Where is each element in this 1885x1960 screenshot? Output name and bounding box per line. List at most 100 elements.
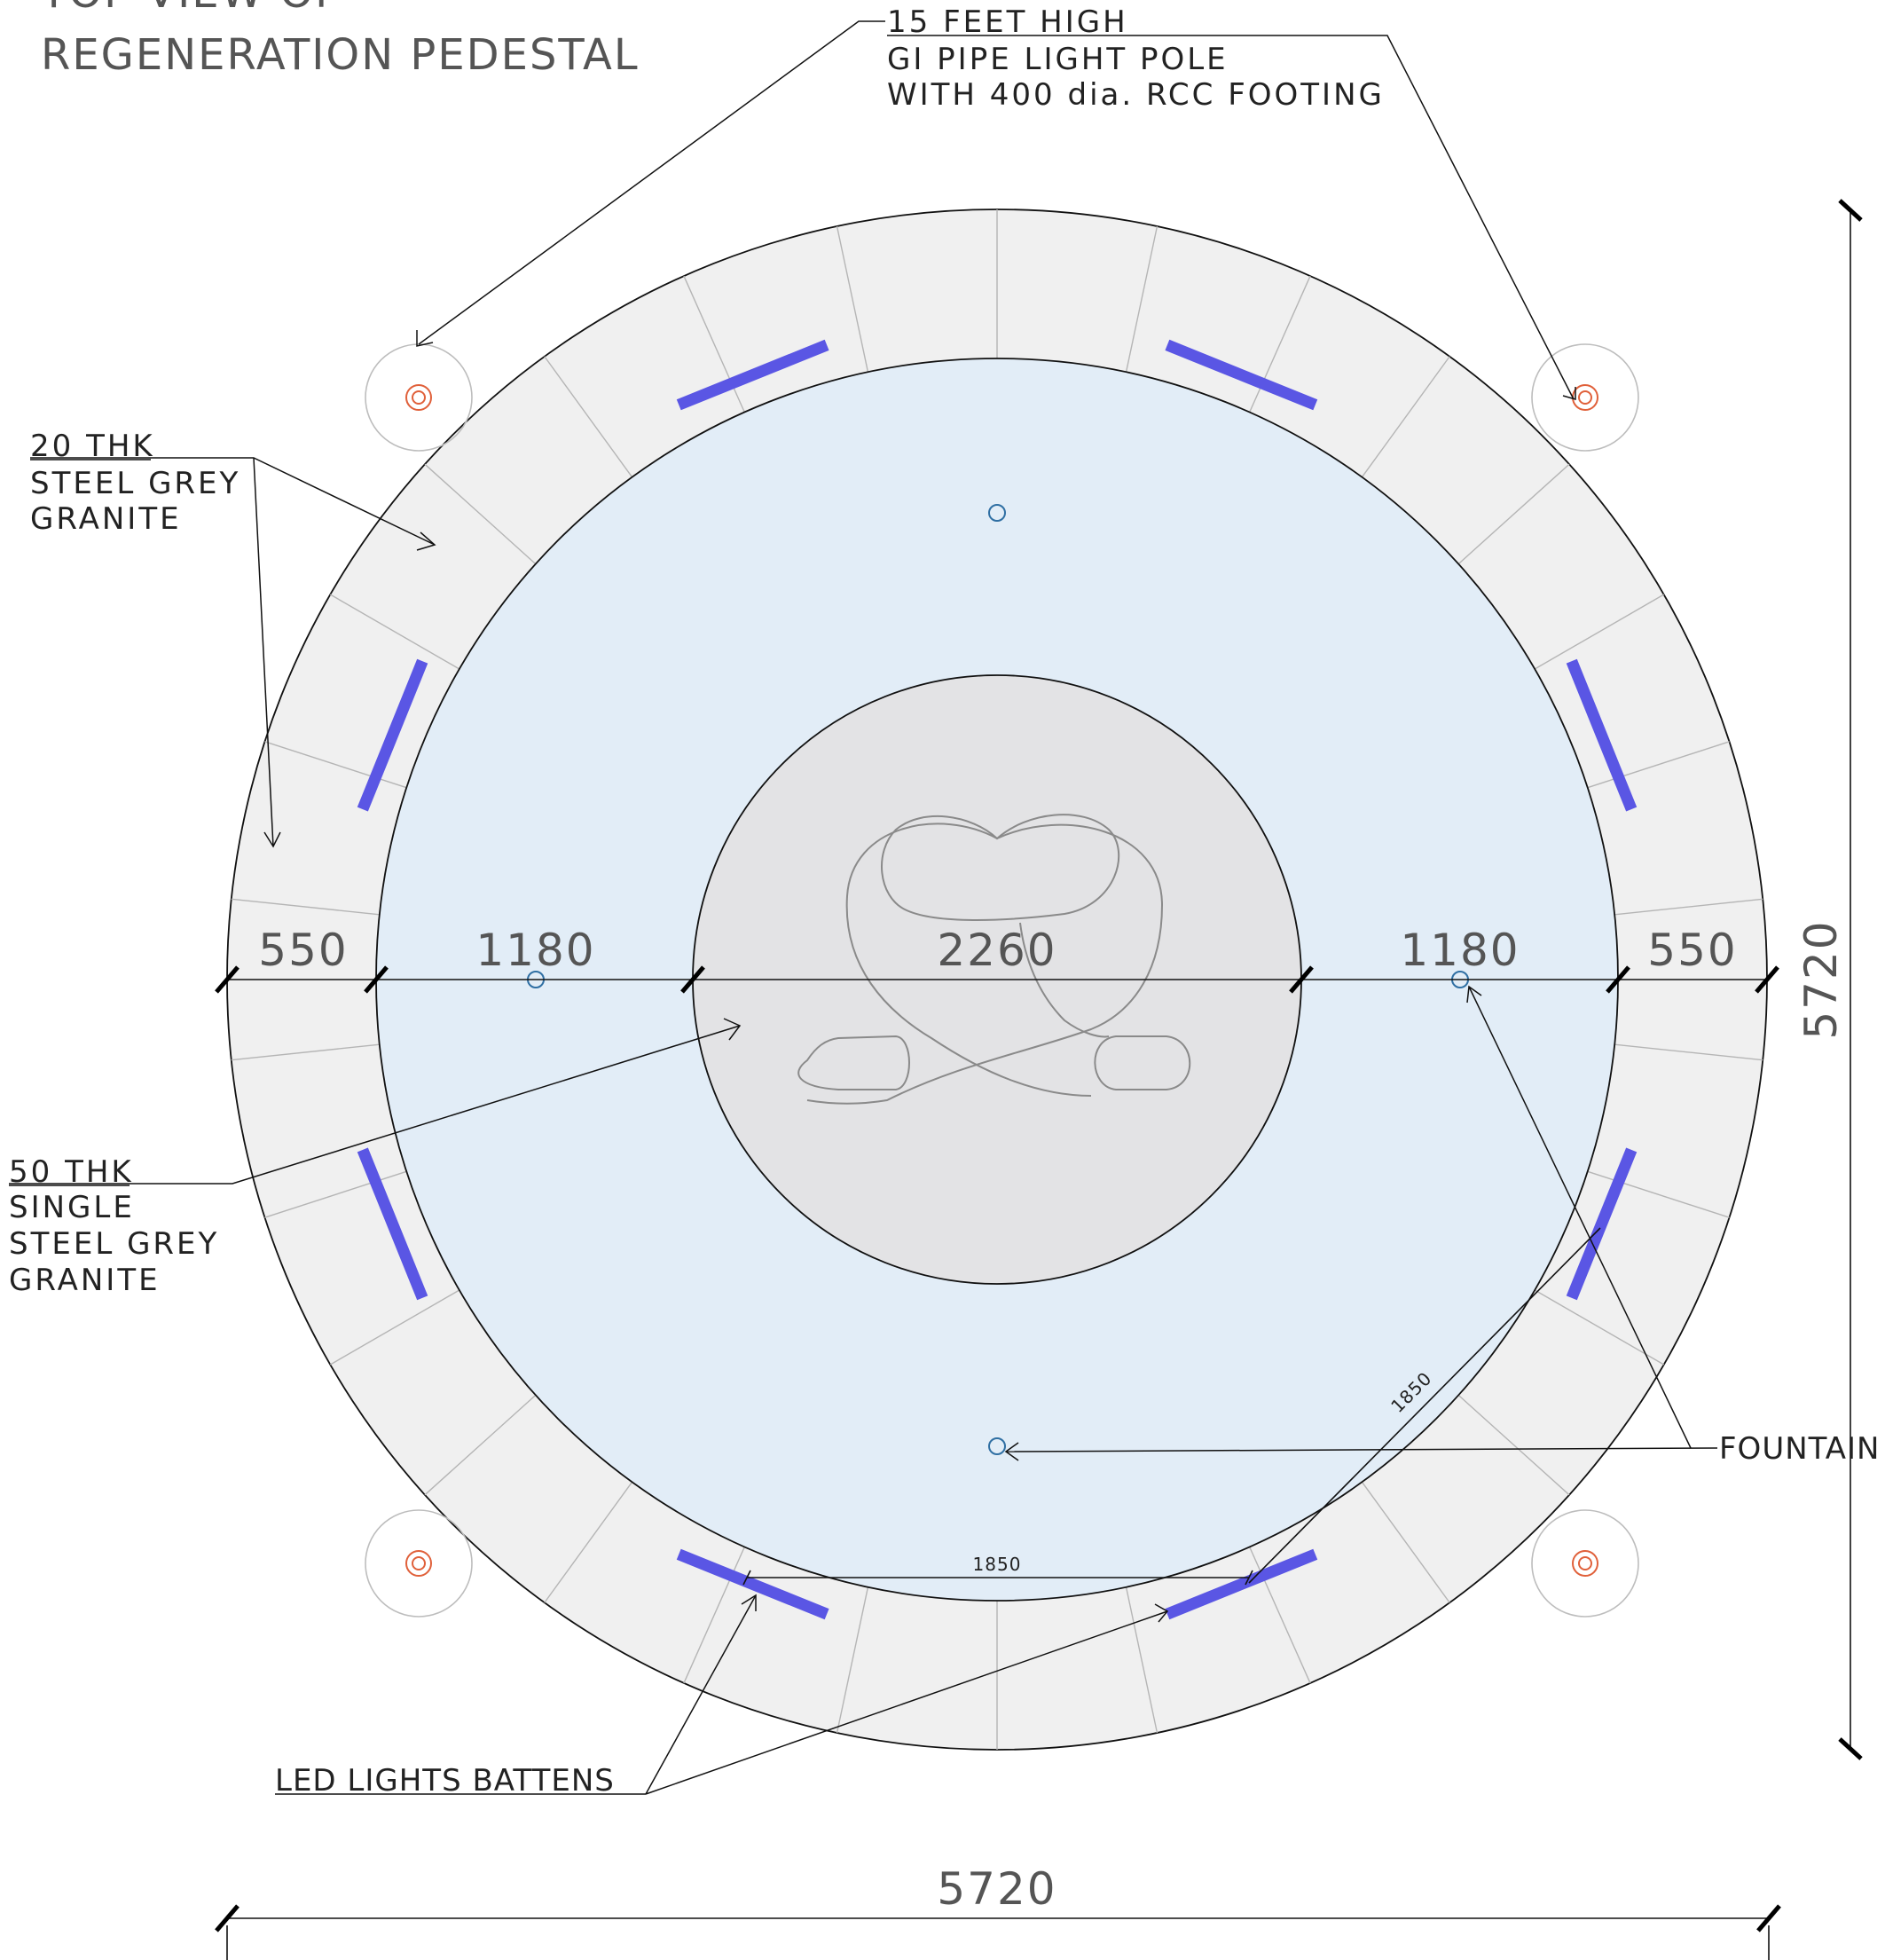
granite-50-text-3: STEEL GREY <box>9 1226 219 1262</box>
light-pole-leader-left <box>418 20 885 345</box>
dim-tick <box>215 965 240 994</box>
led-leader-right <box>645 1610 1168 1795</box>
light-pole-footing <box>365 343 473 452</box>
granite-joint <box>1457 463 1570 565</box>
granite-50-text-4: GRANITE <box>9 1263 161 1298</box>
granite-20-arrow-top <box>416 531 436 551</box>
granite-joint <box>683 1547 745 1684</box>
granite-joint <box>264 1170 407 1218</box>
granite-joint <box>231 898 380 916</box>
granite-joint <box>1614 898 1763 916</box>
sculpture-outline <box>797 814 1191 1105</box>
light-pole-core <box>1578 1556 1592 1570</box>
drawing-title: TOP VIEW OF REGENERATION PEDESTAL <box>40 0 640 80</box>
granite-50-text-2: SINGLE <box>9 1190 135 1225</box>
granite-joints <box>231 209 1763 1750</box>
led-battens <box>357 339 1638 1620</box>
granite-joint <box>1361 356 1450 478</box>
led-arrow-left <box>741 1594 757 1611</box>
granite-joint <box>231 1043 380 1061</box>
light-pole <box>365 343 473 452</box>
fountain-leader-bottom <box>1005 1447 1718 1452</box>
led-batten <box>676 339 829 411</box>
granite-joint <box>544 1481 633 1603</box>
granite-joint <box>544 356 633 478</box>
granite-joint <box>1587 741 1730 789</box>
batten-spacing-label-horizontal: 1850 <box>973 1554 1022 1575</box>
dim-label-segment-5: 550 <box>1647 925 1737 976</box>
granite-joint <box>424 463 537 565</box>
granite-joint <box>329 594 460 670</box>
dim-label-segment-3: 2260 <box>937 925 1056 976</box>
callout-led-battens: LED LIGHTS BATTENS <box>275 1763 615 1799</box>
granite-joint <box>836 225 869 373</box>
sculpture-foot-right <box>1094 1035 1191 1090</box>
granite-20-arrow-down <box>263 831 281 848</box>
title-line-1: TOP VIEW OF <box>40 0 342 18</box>
leaders <box>9 20 1718 1795</box>
overall-width-dimension: 5720 <box>215 1863 1781 1960</box>
granite-joint <box>264 741 407 789</box>
granite-50-leader <box>9 1025 741 1185</box>
granite-20-leader-down <box>253 457 274 847</box>
dim-tick <box>1755 965 1779 994</box>
light-pole-text-1: 15 FEET HIGH <box>887 4 1128 40</box>
fountain-arrow-bottom <box>1004 1442 1019 1461</box>
led-batten <box>357 658 428 812</box>
granite-joint <box>1249 1547 1311 1684</box>
led-arrow-right <box>1154 1603 1169 1623</box>
dim-tick <box>1289 965 1314 994</box>
dim-label-segment-2: 1180 <box>475 925 595 976</box>
led-batten <box>1165 339 1318 411</box>
led-batten <box>1566 658 1638 812</box>
granite-joint <box>1587 1170 1730 1218</box>
granite-joint <box>1249 275 1311 413</box>
fountain-nozzle-bottom <box>988 1437 1006 1455</box>
light-pole-arrow-right <box>1562 387 1576 400</box>
sculpture-foot-left <box>797 1035 910 1090</box>
light-pole-footing <box>1531 343 1639 452</box>
dimension-chain: 550 1180 2260 1180 550 <box>215 925 1779 994</box>
batten-spacing-tick <box>742 1570 751 1586</box>
callout-granite-50: 50 THK SINGLE STEEL GREY GRANITE <box>9 1154 219 1298</box>
callout-light-pole: 15 FEET HIGH GI PIPE LIGHT POLE WITH 400… <box>887 4 1382 113</box>
overall-height-label: 5720 <box>1795 919 1847 1039</box>
dim-tick <box>364 965 389 994</box>
dim-label-segment-4: 1180 <box>1400 925 1520 976</box>
granite-20-text-3: GRANITE <box>30 501 182 537</box>
callout-granite-20: 20 THK STEEL GREY GRANITE <box>30 429 240 537</box>
granite-joint <box>1125 225 1158 373</box>
fountain-arrow-right <box>1466 985 1482 1004</box>
light-pole-leader-right <box>1109 35 1575 400</box>
sculpture-body-right <box>806 823 1164 1105</box>
dim-label-segment-1: 550 <box>258 925 348 976</box>
light-pole-core <box>412 390 426 405</box>
led-batten <box>1566 1147 1638 1301</box>
batten-spacing-line-diagonal <box>1248 1227 1601 1584</box>
granite-50-text-1: 50 THK <box>9 1154 134 1190</box>
light-pole-footing <box>365 1509 473 1618</box>
light-pole-footing <box>1531 1509 1639 1618</box>
granite-joint <box>683 275 745 413</box>
dim-tick <box>1756 1904 1781 1932</box>
granite-20-text-1: 20 THK <box>30 429 155 464</box>
title-line-2: REGENERATION PEDESTAL <box>41 30 640 80</box>
light-pole-core <box>1578 390 1592 405</box>
led-leader-left <box>645 1594 757 1795</box>
light-pole-pipe <box>405 384 432 411</box>
fountain-nozzle-top <box>988 504 1006 522</box>
light-pole-pipe <box>405 1550 432 1577</box>
light-pole-core <box>412 1556 426 1570</box>
granite-20-text-2: STEEL GREY <box>30 466 240 501</box>
granite-joint <box>836 1586 869 1734</box>
light-pole-text-2: GI PIPE LIGHT POLE <box>887 42 1229 77</box>
granite-joint <box>1614 1043 1763 1061</box>
callout-fountain: FOUNTAIN <box>1719 1431 1881 1467</box>
led-batten <box>676 1548 829 1620</box>
light-pole <box>365 1509 473 1618</box>
callout-underlines <box>9 35 1109 1186</box>
sculpture-stem <box>1019 922 1110 1038</box>
dim-tick <box>1838 199 1863 222</box>
granite-joint <box>1534 594 1665 670</box>
